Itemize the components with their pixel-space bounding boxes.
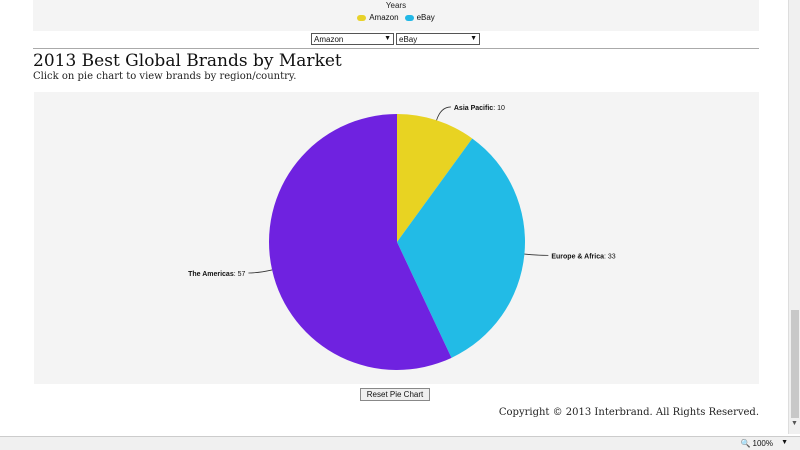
legend-title: Years [385, 1, 407, 10]
vertical-scrollbar[interactable]: ▼ [788, 0, 800, 434]
select-value: Amazon [314, 34, 344, 44]
slice-connector [248, 269, 273, 274]
chevron-down-icon: ▼ [470, 35, 477, 42]
brand-select-second[interactable]: eBay ▼ [396, 33, 480, 45]
divider [33, 48, 759, 49]
legend: Amazon eBay [33, 13, 759, 22]
legend-swatch-icon [357, 14, 367, 21]
slice-label: Asia Pacific: 10 [454, 105, 505, 112]
pie-chart[interactable]: Asia Pacific: 10 Europe & Africa: 33 The A… [34, 92, 759, 384]
slice-connector [436, 106, 451, 121]
zoom-control[interactable]: 🔍 100% [741, 439, 773, 448]
legend-item-ebay[interactable]: eBay [404, 13, 435, 22]
slice-label: Europe & Africa: 33 [551, 253, 615, 260]
brand-selects: Amazon ▼ eBay ▼ [311, 33, 480, 45]
legend-item-amazon[interactable]: Amazon [357, 13, 399, 22]
select-value: eBay [399, 34, 418, 44]
slice-connector [524, 253, 549, 256]
chevron-down-icon: ▼ [384, 35, 391, 42]
brand-select-first[interactable]: Amazon ▼ [311, 33, 394, 45]
pie-slice-the-americas[interactable] [269, 114, 452, 370]
slice-label: The Americas: 57 [188, 271, 245, 278]
copyright: Copyright © 2013 Interbrand. All Rights … [498, 407, 759, 418]
legend-label: eBay [416, 13, 435, 22]
reset-pie-chart-button[interactable]: Reset Pie Chart [360, 388, 430, 401]
status-bar: 🔍 100% ▼ [0, 436, 800, 450]
legend-swatch-icon [404, 14, 414, 21]
scroll-thumb[interactable] [791, 310, 799, 418]
top-legend-panel: Years Amazon eBay [33, 0, 759, 31]
chevron-down-icon[interactable]: ▼ [781, 439, 788, 446]
legend-label: Amazon [369, 13, 399, 22]
pie-chart-panel: Asia Pacific: 10 Europe & Africa: 33 The A… [34, 92, 759, 384]
pie-slice-asia-pacific[interactable] [397, 114, 473, 242]
zoom-icon: 🔍 [740, 439, 751, 448]
page-subtitle: Click on pie chart to view brands by reg… [33, 71, 297, 82]
scroll-down-icon[interactable]: ▼ [791, 420, 798, 427]
pie-slice-europe-africa[interactable] [397, 138, 525, 358]
page-title: 2013 Best Global Brands by Market [33, 51, 342, 71]
zoom-level: 100% [752, 439, 773, 448]
